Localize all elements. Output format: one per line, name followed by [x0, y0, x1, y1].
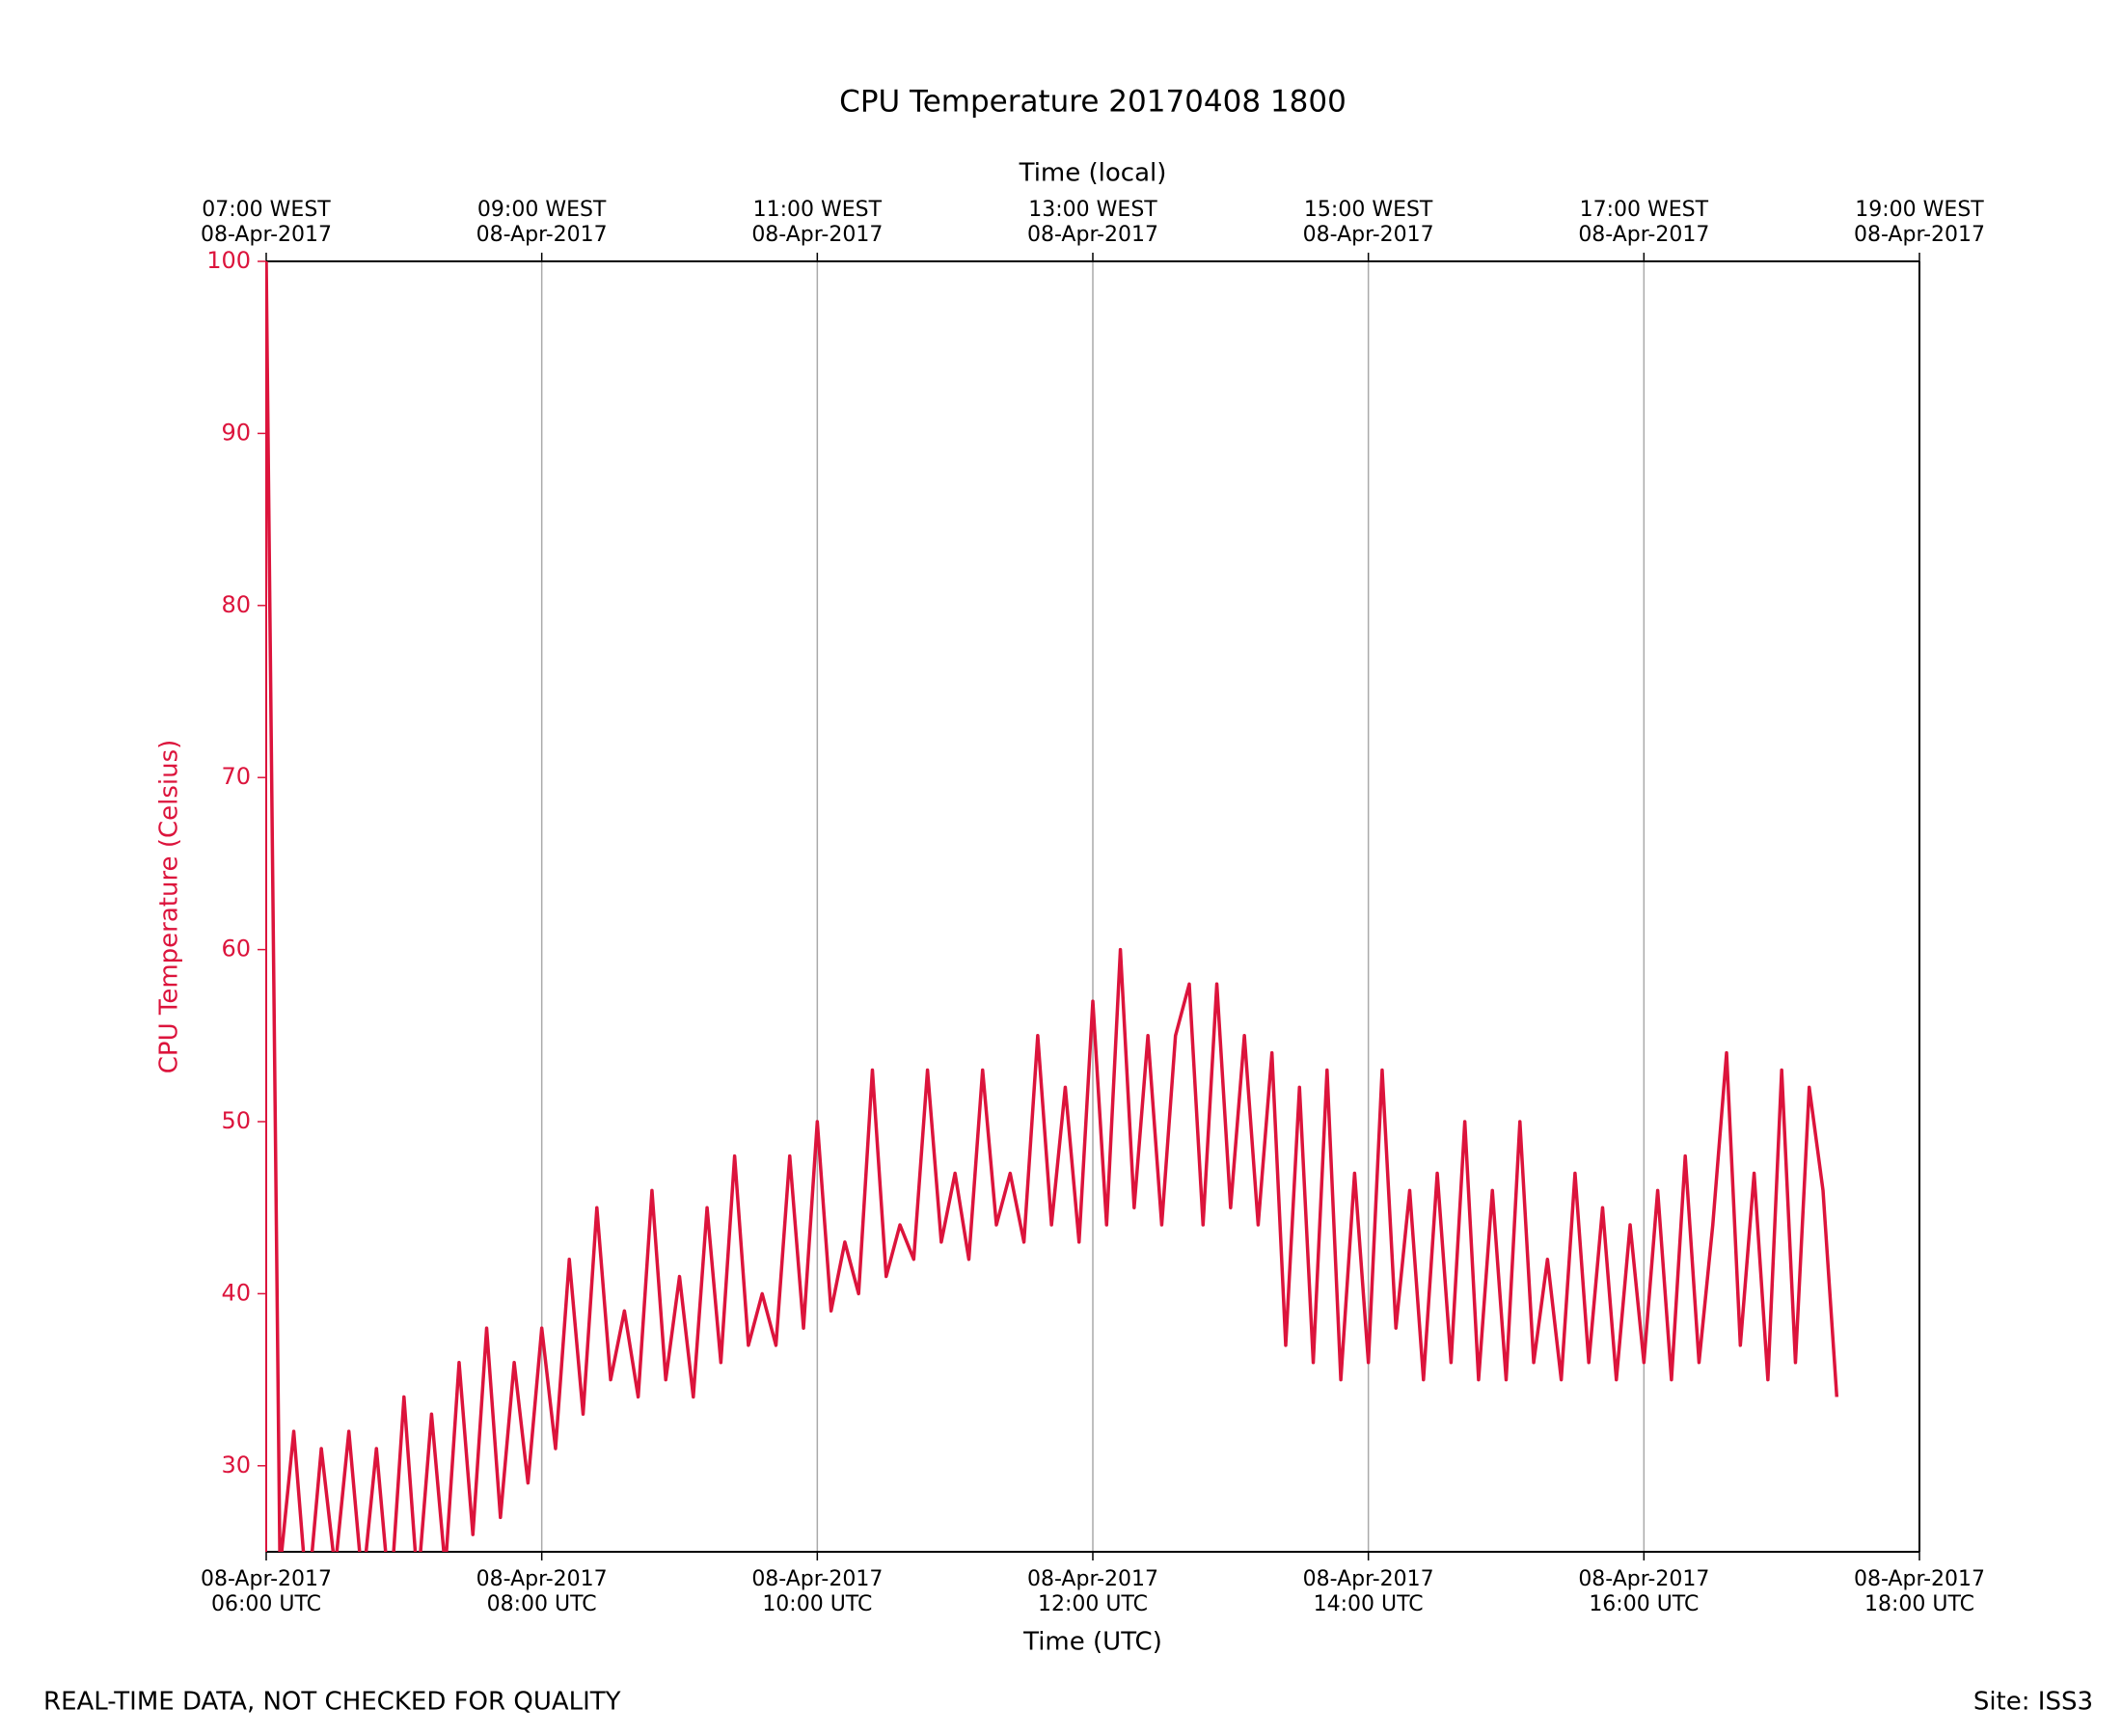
x-tick-label: 08-Apr-2017 16:00 UTC [1578, 1567, 1710, 1616]
x2-tick-label: 13:00 WEST 08-Apr-2017 [1026, 198, 1159, 247]
y-tick-label: 40 [221, 1279, 251, 1306]
y-tick-label: 80 [221, 591, 251, 618]
y-tick-label: 60 [221, 936, 251, 963]
x-axis-title: Time (UTC) [1022, 1628, 1162, 1657]
chart-title: CPU Temperature 20170408 1800 [839, 85, 1347, 120]
x-tick-label: 08-Apr-2017 14:00 UTC [1302, 1567, 1434, 1616]
x2-tick-label: 17:00 WEST 08-Apr-2017 [1578, 198, 1710, 247]
y-tick-label: 30 [221, 1451, 251, 1478]
x2-tick-label: 19:00 WEST 08-Apr-2017 [1853, 198, 1986, 247]
x-tick-label: 08-Apr-2017 06:00 UTC [200, 1567, 333, 1616]
x2-tick-label: 11:00 WEST 08-Apr-2017 [751, 198, 884, 247]
x2-tick-label: 09:00 WEST 08-Apr-2017 [476, 198, 608, 247]
y-tick-label: 50 [221, 1107, 251, 1134]
y-axis-title: CPU Temperature (Celsius) [155, 740, 184, 1074]
footer-note: REAL-TIME DATA, NOT CHECKED FOR QUALITY [43, 1688, 621, 1717]
site-label: Site: ISS3 [1973, 1688, 2093, 1717]
x-tick-label: 08-Apr-2017 10:00 UTC [751, 1567, 884, 1616]
x2-tick-label: 15:00 WEST 08-Apr-2017 [1302, 198, 1434, 247]
x-tick-label: 08-Apr-2017 08:00 UTC [476, 1567, 608, 1616]
x-tick-label: 08-Apr-2017 12:00 UTC [1026, 1567, 1159, 1616]
y-tick-label: 90 [221, 419, 251, 446]
x2-axis-title: Time (local) [1019, 159, 1167, 188]
y-tick-label: 70 [221, 763, 251, 790]
x-tick-label: 08-Apr-2017 18:00 UTC [1853, 1567, 1986, 1616]
x2-tick-label: 07:00 WEST 08-Apr-2017 [200, 198, 333, 247]
data-line [266, 261, 1839, 1552]
y-tick-label: 100 [206, 247, 251, 274]
